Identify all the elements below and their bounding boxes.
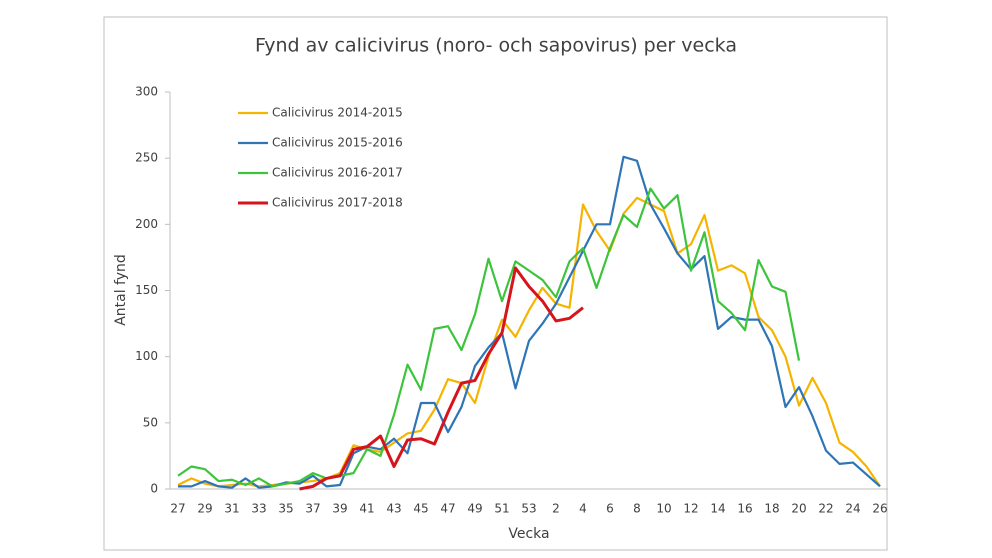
x-tick-label: 6 xyxy=(606,502,614,516)
legend-label: Calicivirus 2015-2016 xyxy=(272,136,403,150)
x-tick-label: 35 xyxy=(278,502,293,516)
x-tick-label: 2 xyxy=(552,502,560,516)
x-tick-label: 14 xyxy=(710,502,725,516)
y-tick-label: 100 xyxy=(135,349,158,363)
chart-title: Fynd av calicivirus (noro- och sapovirus… xyxy=(255,35,737,57)
x-tick-label: 4 xyxy=(579,502,587,516)
y-tick-label: 250 xyxy=(135,151,158,165)
x-tick-label: 18 xyxy=(764,502,779,516)
legend-label: Calicivirus 2016-2017 xyxy=(272,166,403,180)
x-tick-label: 22 xyxy=(818,502,833,516)
legend-label: Calicivirus 2017-2018 xyxy=(272,196,403,210)
x-tick-label: 26 xyxy=(872,502,887,516)
series-line xyxy=(178,155,881,489)
x-tick-label: 37 xyxy=(305,502,320,516)
x-tick-label: 39 xyxy=(332,502,347,516)
x-tick-label: 8 xyxy=(633,502,641,516)
x-tick-label: 31 xyxy=(224,502,239,516)
x-tick-label: 24 xyxy=(845,502,860,516)
y-tick-label: 150 xyxy=(135,283,158,297)
x-tick-label: 10 xyxy=(656,502,671,516)
x-tick-label: 53 xyxy=(521,502,536,516)
x-tick-label: 27 xyxy=(170,502,185,516)
x-tick-label: 47 xyxy=(440,502,455,516)
y-axis-label: Antal fynd xyxy=(113,254,129,326)
y-tick-label: 50 xyxy=(143,415,158,429)
y-tick-label: 200 xyxy=(135,217,158,231)
x-tick-label: 49 xyxy=(467,502,482,516)
y-tick-label: 0 xyxy=(150,482,158,496)
series-line xyxy=(299,266,584,491)
x-axis-label: Vecka xyxy=(508,526,549,542)
x-tick-label: 29 xyxy=(197,502,212,516)
x-tick-label: 41 xyxy=(359,502,374,516)
legend-label: Calicivirus 2014-2015 xyxy=(272,106,403,120)
x-tick-label: 43 xyxy=(386,502,401,516)
y-tick-label: 300 xyxy=(135,85,158,99)
x-tick-label: 20 xyxy=(791,502,806,516)
x-tick-label: 51 xyxy=(494,502,509,516)
x-tick-label: 12 xyxy=(683,502,698,516)
x-tick-label: 16 xyxy=(737,502,752,516)
series-line xyxy=(177,187,801,488)
x-tick-label: 33 xyxy=(251,502,266,516)
x-tick-label: 45 xyxy=(413,502,428,516)
